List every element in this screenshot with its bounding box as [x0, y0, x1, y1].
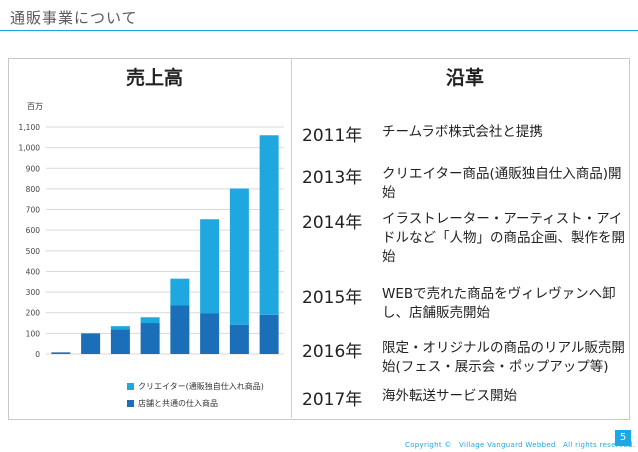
- y-tick-label: 700: [26, 206, 41, 215]
- y-unit-label: 百万: [27, 102, 43, 111]
- y-tick-label: 1,000: [19, 144, 41, 153]
- history-year: 2017年: [302, 390, 363, 410]
- bar-segment: [81, 333, 101, 354]
- sales-chart: 百万 0 100 200 300 400 500 600 700 800 900 1,000 1,100…: [19, 102, 284, 358]
- page-title: 通販事業について: [10, 9, 138, 27]
- history-text: 限定・オリジナルの商品のリアル販売開始(フェス・展示会・ポップアップ等): [382, 340, 625, 375]
- bar-segment: [259, 314, 279, 354]
- history-year: 2016年: [302, 342, 363, 362]
- bar-segment: [259, 135, 279, 315]
- history-year: 2013年: [302, 168, 363, 188]
- history-row: 2016年 限定・オリジナルの商品のリアル販売開始(フェス・展示会・ポップアップ…: [300, 337, 630, 377]
- y-tick-label: 900: [26, 164, 41, 173]
- history-text: WEBで売れた商品をヴィレヴァンへ卸し、店舗販売開始: [382, 286, 616, 321]
- history-year: 2015年: [302, 288, 363, 308]
- sales-title: 売上高: [126, 67, 184, 89]
- legend-label-creator: クリエイター(通販独自仕入れ商品): [138, 382, 264, 391]
- column-divider: [291, 58, 292, 418]
- bar-segment: [110, 326, 130, 330]
- y-tick-label: 200: [26, 309, 41, 318]
- bar-segment: [200, 219, 220, 314]
- history-row: 2017年 海外転送サービス開始: [300, 385, 630, 410]
- legend-item-store: 店舗と共通の仕入商品: [127, 398, 218, 409]
- copyright-text: Copyright © Village Vanguard Webbed All …: [405, 441, 636, 449]
- bar-segment: [51, 352, 71, 354]
- bar-segment: [170, 305, 190, 354]
- legend-swatch-creator: [127, 383, 134, 390]
- y-tick-label: 600: [26, 226, 41, 235]
- bar-segment: [140, 323, 160, 354]
- bar-segment: [170, 278, 190, 306]
- legend-item-creator: クリエイター(通販独自仕入れ商品): [127, 381, 264, 392]
- y-tick-label: 100: [26, 329, 41, 338]
- bar-segment: [229, 188, 249, 325]
- history-text: チームラボ株式会社と提携: [382, 124, 543, 140]
- history-year: 2011年: [302, 126, 363, 146]
- history-row: 2014年 イラストレーター・アーティスト・アイドルなど「人物」の商品企画、製作…: [300, 208, 630, 267]
- y-tick-label: 500: [26, 247, 41, 256]
- y-tick-label: 400: [26, 267, 41, 276]
- y-tick-label: 300: [26, 288, 41, 297]
- legend-swatch-store: [127, 400, 134, 407]
- content-panel: [8, 58, 630, 420]
- history-text: クリエイター商品(通販独自仕入商品)開始: [382, 166, 622, 201]
- y-tick-label: 0: [35, 350, 40, 358]
- history-row: 2011年 チームラボ株式会社と提携: [300, 121, 630, 146]
- y-tick-label: 1,100: [19, 123, 41, 132]
- bar-segment: [140, 317, 160, 324]
- title-divider: [0, 30, 638, 31]
- history-year: 2014年: [302, 213, 363, 233]
- bar-segment: [200, 313, 220, 354]
- history-text: イラストレーター・アーティスト・アイドルなど「人物」の商品企画、製作を開始: [382, 211, 625, 265]
- history-row: 2013年 クリエイター商品(通販独自仕入商品)開始: [300, 163, 630, 203]
- history-text: 海外転送サービス開始: [382, 388, 517, 404]
- history-row: 2015年 WEBで売れた商品をヴィレヴァンへ卸し、店舗販売開始: [300, 283, 630, 323]
- legend-label-store: 店舗と共通の仕入商品: [138, 399, 218, 408]
- y-tick-label: 800: [26, 185, 41, 194]
- page-number: 5: [615, 430, 631, 446]
- bar-segment: [110, 329, 130, 354]
- history-title: 沿革: [446, 67, 485, 89]
- bar-segment: [229, 324, 249, 354]
